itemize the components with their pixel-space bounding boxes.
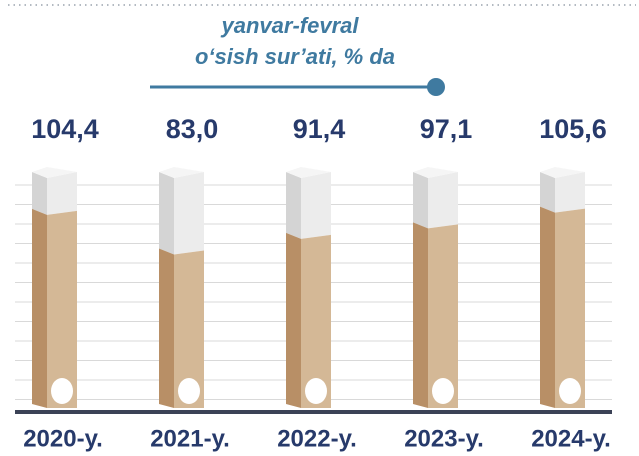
tube-bubble: [178, 378, 200, 404]
bar-side: [159, 248, 174, 408]
tube-cap: [540, 167, 585, 178]
bar-side: [540, 206, 555, 408]
bar-side: [32, 208, 47, 408]
tube-side: [413, 172, 428, 229]
bar: [428, 224, 458, 408]
chart-title: yanvar-fevral: [221, 13, 360, 38]
x-tick-label: 2020-y.: [23, 425, 103, 452]
value-label: 104,4: [31, 114, 99, 144]
value-label: 105,6: [539, 114, 607, 144]
bar: [174, 250, 204, 408]
tube-cap: [413, 167, 458, 178]
bar: [555, 208, 585, 408]
bar: [301, 234, 331, 408]
tube-bubble: [432, 378, 454, 404]
x-tick-label: 2024-y.: [531, 425, 611, 452]
tube-cap: [286, 167, 331, 178]
tube-cap: [32, 167, 77, 178]
tube-side: [32, 172, 47, 215]
tube-side: [159, 172, 174, 255]
chart-subtitle: o‘sish sur’ati, % da: [195, 44, 395, 69]
tube-bubble: [305, 378, 327, 404]
value-label: 91,4: [293, 114, 346, 144]
tube-front: [555, 172, 585, 213]
tube-front: [47, 172, 77, 215]
value-label: 97,1: [420, 114, 473, 144]
tube-bubble: [51, 378, 73, 404]
bars: [32, 167, 585, 408]
bar-side: [413, 222, 428, 408]
value-label: 83,0: [166, 114, 219, 144]
tube-front: [174, 172, 204, 255]
tube-front: [428, 172, 458, 229]
bar-side: [286, 232, 301, 408]
bar: [47, 210, 77, 408]
tube-bubble: [559, 378, 581, 404]
tube-front: [301, 172, 331, 239]
x-tick-label: 2022-y.: [277, 425, 357, 452]
tube-cap: [159, 167, 204, 178]
tube-side: [286, 172, 301, 239]
x-tick-label: 2023-y.: [404, 425, 484, 452]
x-tick-label: 2021-y.: [150, 425, 230, 452]
tube-side: [540, 172, 555, 213]
title-underline-dot: [427, 78, 445, 96]
